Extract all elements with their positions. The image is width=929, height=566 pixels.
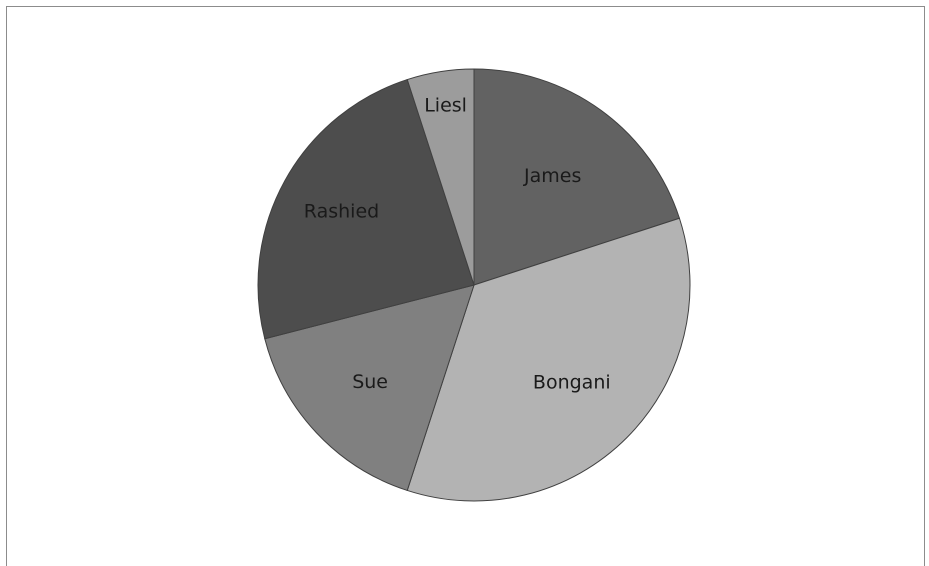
pie-chart: James Bongani Sue Rashied Liesl	[257, 68, 691, 502]
pie-slice-rashied	[257, 78, 475, 340]
slice-label-james: James	[523, 165, 581, 187]
slice-label-liesl: Liesl	[424, 94, 467, 116]
pie-slice-liesl	[406, 68, 475, 286]
slice-label-rashied: Rashied	[304, 201, 379, 223]
slice-label-sue: Sue	[352, 371, 388, 393]
pie-slice-james	[473, 68, 681, 286]
pie-slice-sue	[264, 284, 475, 492]
chart-area: James Bongani Sue Rashied Liesl	[6, 6, 925, 566]
pie-slice-bongani	[406, 217, 691, 502]
slice-label-bongani: Bongani	[533, 371, 611, 393]
